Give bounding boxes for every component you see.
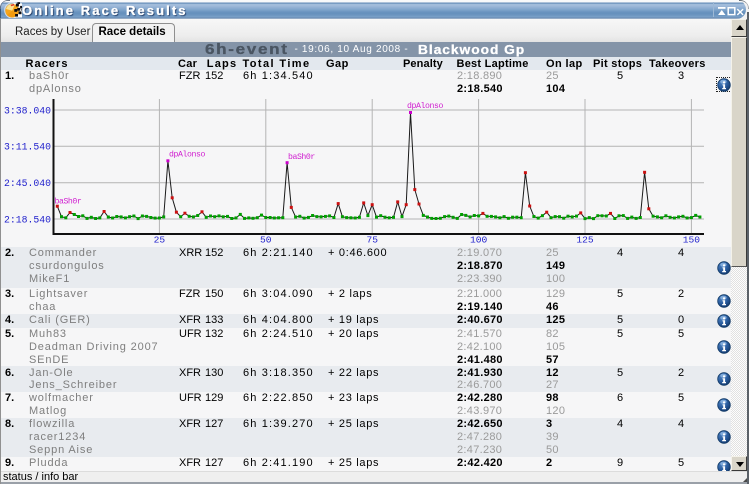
svg-text:dpAlonso: dpAlonso [407,101,443,111]
svg-text:75: 75 [366,235,378,246]
svg-text:3:11.540: 3:11.540 [4,142,51,153]
svg-text:baSh0r: baSh0r [55,197,82,207]
svg-text:dpAlonso: dpAlonso [169,150,205,160]
svg-text:2:45.040: 2:45.040 [4,178,51,189]
svg-text:150: 150 [683,235,701,246]
svg-text:25: 25 [154,235,166,246]
svg-text:100: 100 [470,235,488,246]
svg-text:125: 125 [576,235,594,246]
svg-text:baSh0r: baSh0r [288,152,315,162]
svg-text:50: 50 [260,235,272,246]
svg-text:2:18.540: 2:18.540 [4,214,51,225]
svg-text:3:38.040: 3:38.040 [4,105,51,116]
